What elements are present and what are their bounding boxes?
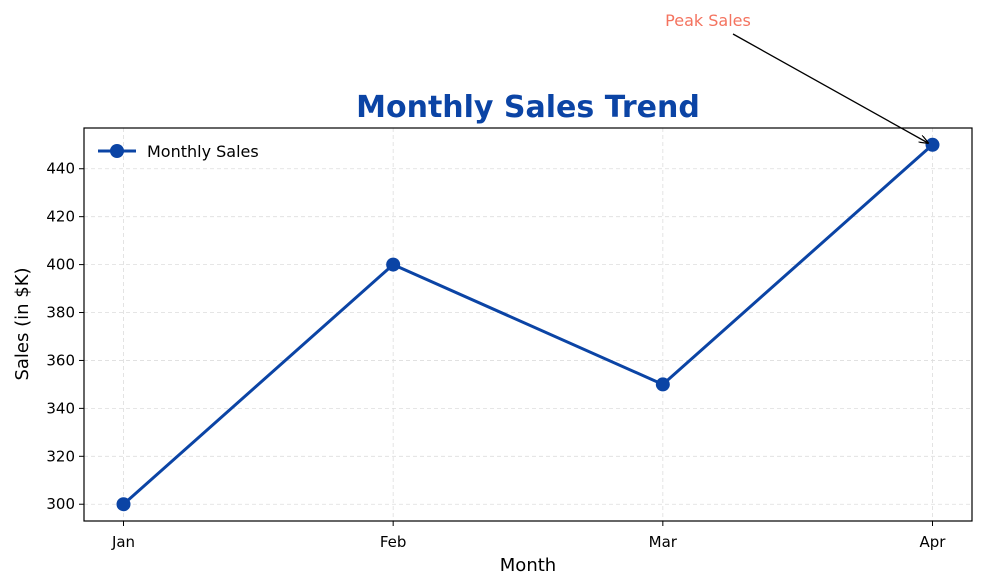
legend-marker: [110, 144, 124, 158]
legend: Monthly Sales: [98, 142, 259, 161]
y-tick-label: 340: [46, 399, 75, 417]
axis-ticks: Jan Feb Mar Apr 300 320 340 360 380 400 420 440: [46, 160, 946, 551]
x-tick-label: Feb: [380, 533, 407, 551]
x-tick-label: Mar: [649, 533, 678, 551]
x-tick-label: Jan: [111, 533, 135, 551]
data-point: [116, 497, 131, 512]
y-tick-label: 420: [46, 208, 75, 226]
chart-title: Monthly Sales Trend: [356, 90, 700, 125]
y-tick-label: 380: [46, 304, 75, 322]
annotation-arrow: [732, 33, 928, 143]
x-axis-label: Month: [500, 555, 556, 576]
data-point: [925, 137, 940, 152]
y-tick-label: 400: [46, 256, 75, 274]
series-line: [122, 143, 934, 506]
annotation-label: Peak Sales: [665, 11, 751, 30]
y-tick-label: 360: [46, 351, 75, 369]
y-tick-label: 440: [46, 160, 75, 178]
y-tick-label: 300: [46, 495, 75, 513]
data-point: [655, 377, 670, 392]
y-axis-label: Sales (in $K): [12, 267, 33, 380]
peak-annotation: Peak Sales: [665, 11, 928, 143]
plot-area: [83, 127, 973, 522]
data-point: [386, 257, 401, 272]
legend-entry: Monthly Sales: [147, 142, 259, 161]
y-tick-label: 320: [46, 447, 75, 465]
x-tick-label: Apr: [920, 533, 947, 551]
series: [116, 137, 940, 512]
